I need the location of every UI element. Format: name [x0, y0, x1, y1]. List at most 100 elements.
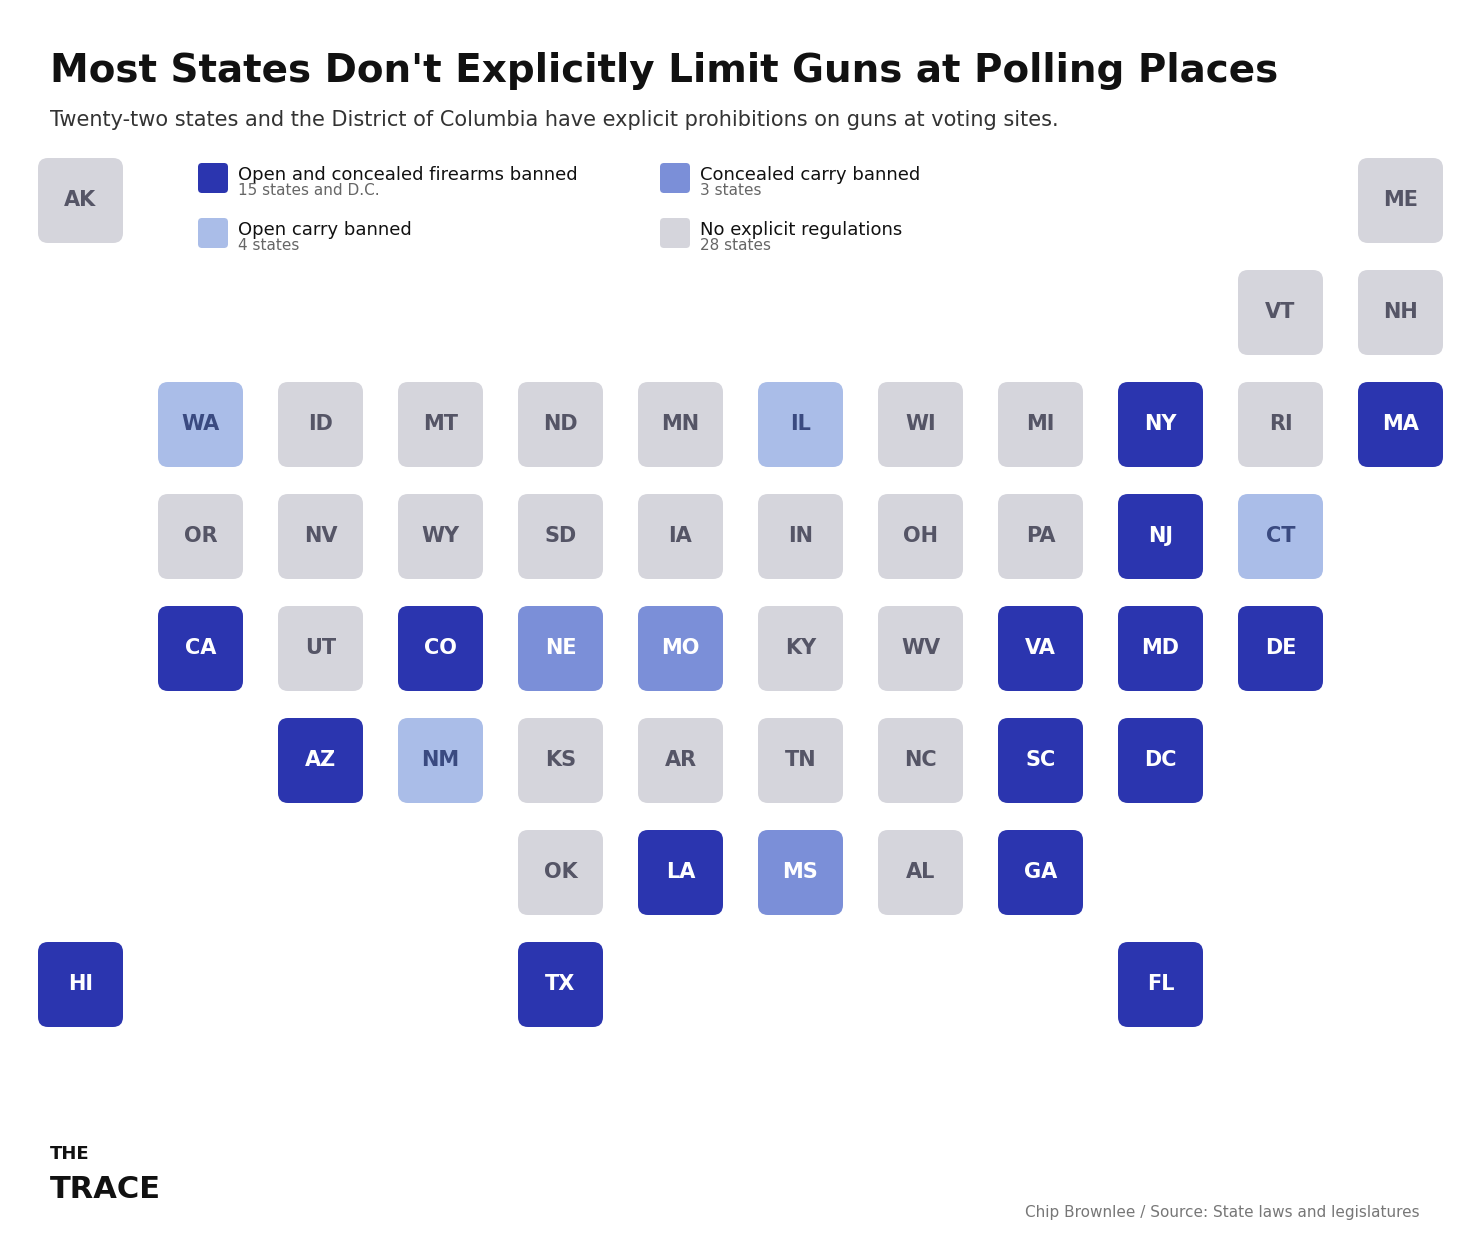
Text: Chip Brownlee / Source: State laws and legislatures: Chip Brownlee / Source: State laws and l…: [1026, 1205, 1420, 1220]
Text: No explicit regulations: No explicit regulations: [700, 221, 903, 239]
Text: ND: ND: [544, 415, 578, 435]
FancyBboxPatch shape: [998, 382, 1083, 468]
Text: NY: NY: [1144, 415, 1177, 435]
FancyBboxPatch shape: [157, 494, 243, 579]
Text: MN: MN: [662, 415, 700, 435]
Text: DC: DC: [1144, 750, 1177, 770]
Text: OR: OR: [184, 526, 218, 546]
Text: MI: MI: [1026, 415, 1054, 435]
FancyBboxPatch shape: [38, 158, 123, 242]
Text: OH: OH: [903, 526, 938, 546]
FancyBboxPatch shape: [157, 606, 243, 691]
FancyBboxPatch shape: [517, 718, 603, 803]
FancyBboxPatch shape: [638, 494, 723, 579]
Text: 4 states: 4 states: [238, 238, 300, 252]
Text: ME: ME: [1383, 190, 1419, 210]
Text: TX: TX: [545, 975, 576, 995]
FancyBboxPatch shape: [517, 830, 603, 915]
Text: Twenty-two states and the District of Columbia have explicit prohibitions on gun: Twenty-two states and the District of Co…: [50, 110, 1058, 130]
FancyBboxPatch shape: [1358, 158, 1444, 242]
Text: IA: IA: [669, 526, 692, 546]
Text: THE: THE: [50, 1145, 90, 1162]
Text: IL: IL: [789, 415, 811, 435]
FancyBboxPatch shape: [878, 606, 963, 691]
FancyBboxPatch shape: [1358, 382, 1444, 468]
Text: SD: SD: [544, 526, 576, 546]
FancyBboxPatch shape: [660, 217, 689, 248]
Text: PA: PA: [1026, 526, 1055, 546]
Text: WV: WV: [901, 639, 939, 659]
FancyBboxPatch shape: [517, 942, 603, 1028]
FancyBboxPatch shape: [759, 606, 842, 691]
Text: Open carry banned: Open carry banned: [238, 221, 412, 239]
FancyBboxPatch shape: [517, 606, 603, 691]
Text: UT: UT: [304, 639, 337, 659]
Text: HI: HI: [68, 975, 93, 995]
Text: Concealed carry banned: Concealed carry banned: [700, 166, 920, 184]
FancyBboxPatch shape: [1238, 382, 1323, 468]
FancyBboxPatch shape: [759, 494, 842, 579]
FancyBboxPatch shape: [998, 606, 1083, 691]
Text: 28 states: 28 states: [700, 238, 770, 252]
Text: GA: GA: [1025, 862, 1057, 882]
Text: MD: MD: [1142, 639, 1179, 659]
Text: AR: AR: [664, 750, 697, 770]
FancyBboxPatch shape: [398, 718, 484, 803]
Text: NC: NC: [904, 750, 936, 770]
FancyBboxPatch shape: [1119, 942, 1202, 1028]
Text: NV: NV: [304, 526, 337, 546]
Text: NH: NH: [1383, 302, 1419, 322]
Text: MS: MS: [782, 862, 819, 882]
Text: NM: NM: [422, 750, 460, 770]
FancyBboxPatch shape: [1119, 718, 1202, 803]
FancyBboxPatch shape: [1238, 606, 1323, 691]
Text: DE: DE: [1264, 639, 1297, 659]
FancyBboxPatch shape: [759, 718, 842, 803]
FancyBboxPatch shape: [998, 718, 1083, 803]
Text: OK: OK: [544, 862, 578, 882]
FancyBboxPatch shape: [1119, 606, 1202, 691]
FancyBboxPatch shape: [517, 494, 603, 579]
FancyBboxPatch shape: [198, 162, 228, 192]
FancyBboxPatch shape: [759, 830, 842, 915]
FancyBboxPatch shape: [278, 606, 363, 691]
Text: WY: WY: [422, 526, 460, 546]
Text: MT: MT: [423, 415, 459, 435]
Text: MA: MA: [1382, 415, 1419, 435]
Text: Most States Don't Explicitly Limit Guns at Polling Places: Most States Don't Explicitly Limit Guns …: [50, 52, 1279, 90]
FancyBboxPatch shape: [1238, 494, 1323, 579]
Text: CO: CO: [423, 639, 457, 659]
Text: NE: NE: [545, 639, 576, 659]
Text: FL: FL: [1147, 975, 1175, 995]
Text: SC: SC: [1026, 750, 1055, 770]
FancyBboxPatch shape: [38, 942, 123, 1028]
Text: AZ: AZ: [304, 750, 337, 770]
Text: CT: CT: [1266, 526, 1295, 546]
FancyBboxPatch shape: [878, 718, 963, 803]
Text: AK: AK: [65, 190, 97, 210]
FancyBboxPatch shape: [638, 382, 723, 468]
FancyBboxPatch shape: [1358, 270, 1444, 355]
FancyBboxPatch shape: [878, 830, 963, 915]
Text: Open and concealed firearms banned: Open and concealed firearms banned: [238, 166, 578, 184]
FancyBboxPatch shape: [998, 494, 1083, 579]
FancyBboxPatch shape: [278, 718, 363, 803]
Text: CA: CA: [185, 639, 216, 659]
FancyBboxPatch shape: [1119, 382, 1202, 468]
Text: VT: VT: [1266, 302, 1295, 322]
Text: NJ: NJ: [1148, 526, 1173, 546]
Text: ID: ID: [309, 415, 332, 435]
FancyBboxPatch shape: [517, 382, 603, 468]
FancyBboxPatch shape: [638, 830, 723, 915]
FancyBboxPatch shape: [278, 494, 363, 579]
FancyBboxPatch shape: [1119, 494, 1202, 579]
FancyBboxPatch shape: [398, 606, 484, 691]
FancyBboxPatch shape: [398, 382, 484, 468]
FancyBboxPatch shape: [759, 382, 842, 468]
Text: VA: VA: [1025, 639, 1055, 659]
Text: WI: WI: [906, 415, 936, 435]
Text: 15 states and D.C.: 15 states and D.C.: [238, 182, 379, 198]
FancyBboxPatch shape: [398, 494, 484, 579]
FancyBboxPatch shape: [660, 162, 689, 192]
FancyBboxPatch shape: [638, 606, 723, 691]
